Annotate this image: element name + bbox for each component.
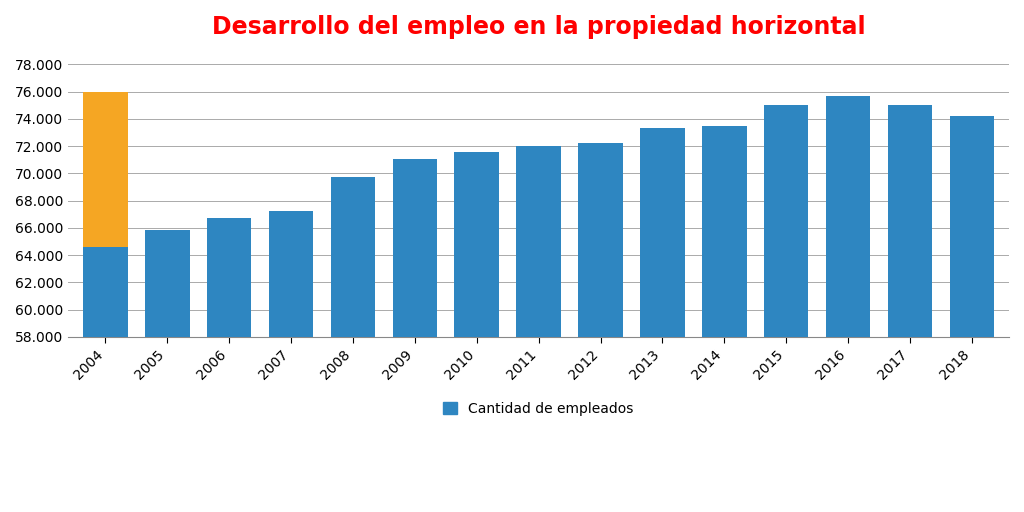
Bar [888,105,932,337]
Legend: Cantidad de empleados: Cantidad de empleados [438,396,639,421]
Bar [145,230,189,337]
Bar [331,177,375,337]
Title: Desarrollo del empleo en la propiedad horizontal: Desarrollo del empleo en la propiedad ho… [212,15,865,39]
Bar [949,116,994,337]
Bar [764,105,809,337]
Bar [455,152,499,337]
Bar [579,143,623,337]
Bar [392,159,437,337]
Bar [825,96,870,337]
Bar [640,129,685,337]
Bar [83,92,128,247]
Bar [83,247,128,337]
Bar [268,211,313,337]
Bar [207,218,252,337]
Bar [516,146,561,337]
Bar [702,126,746,337]
